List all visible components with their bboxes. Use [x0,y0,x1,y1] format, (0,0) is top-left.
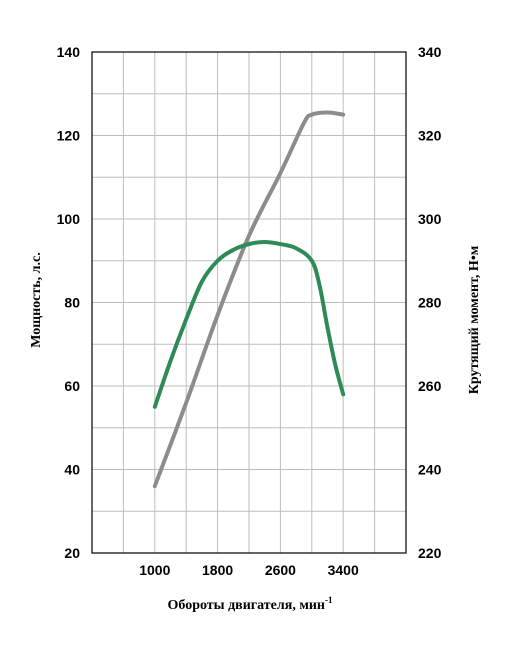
torque-curve [152,239,346,409]
x-tick-label: 1000 [139,562,170,578]
y-gridlines [92,93,406,512]
right-tick-label: 300 [418,211,442,227]
left-tick-label: 20 [64,545,80,561]
right-tick-label: 240 [418,462,442,478]
left-axis-ticks: 20 40 60 80 100 120 140 [57,44,81,561]
left-tick-label: 40 [64,462,80,478]
right-axis-title: Крутящий момент, Н•м [467,245,482,394]
left-tick-label: 120 [57,128,81,144]
right-tick-label: 280 [418,295,442,311]
right-axis-ticks: 220 240 260 280 300 320 340 [418,44,442,561]
x-axis-title: Обороты двигателя, мин-1 [167,595,333,613]
left-tick-label: 60 [64,378,80,394]
x-tick-label: 3400 [328,562,359,578]
x-tick-label: 1800 [202,562,233,578]
left-axis-title: Мощность, л.с. [29,252,44,347]
x-axis-title-superscript: -1 [325,595,333,605]
right-tick-label: 340 [418,44,442,60]
x-axis-ticks: 1000 1800 2600 3400 [139,562,359,578]
left-tick-label: 100 [57,211,81,227]
power-curve [152,110,346,489]
series-layer [152,110,346,489]
plot-frame [91,51,407,554]
right-tick-label: 320 [418,128,442,144]
x-tick-label: 2600 [265,562,296,578]
left-tick-label: 140 [57,44,81,60]
left-tick-label: 80 [64,295,80,311]
right-tick-label: 260 [418,378,442,394]
right-tick-label: 220 [418,545,442,561]
